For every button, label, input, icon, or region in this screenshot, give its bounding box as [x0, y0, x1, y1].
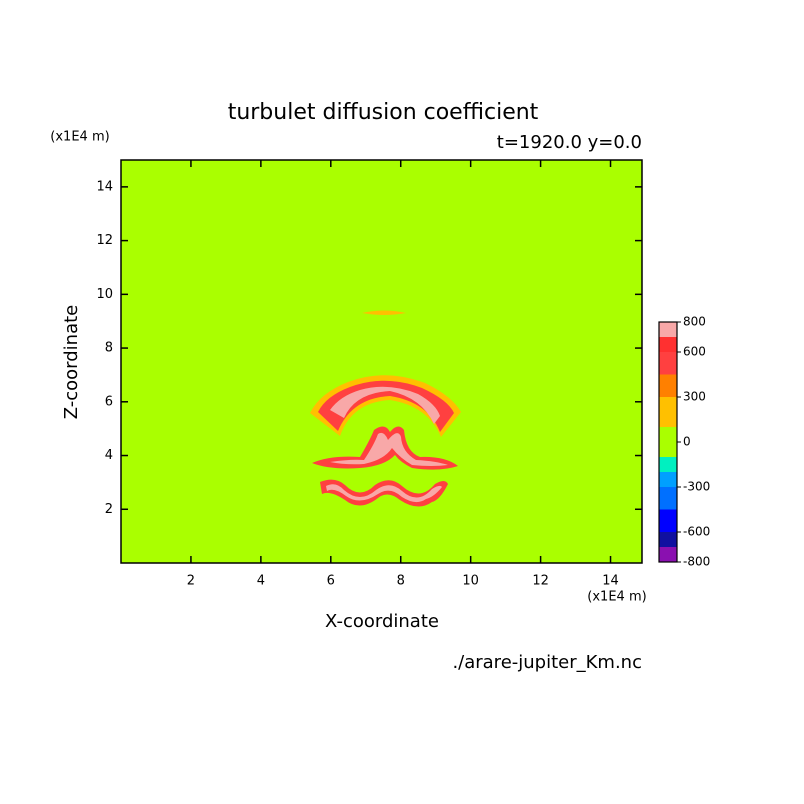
y-tick-label: 4	[105, 448, 113, 463]
plot-frame	[120, 159, 643, 564]
y-tick-label: 6	[105, 394, 113, 409]
colorbar-tick-label: -600	[683, 525, 710, 539]
x-tick-label: 2	[187, 574, 195, 589]
colorbar-band	[659, 457, 677, 472]
x-tick-label: 8	[397, 574, 405, 589]
colorbar-band	[659, 397, 677, 427]
colorbar-band	[659, 352, 677, 375]
y-unit: (x1E4 m)	[50, 130, 109, 145]
colorbar-band	[659, 532, 677, 547]
y-tick-label: 12	[96, 233, 113, 248]
colorbar-band	[659, 472, 677, 487]
x-tick-label: 10	[462, 574, 479, 589]
y-tick-label: 2	[105, 502, 113, 517]
x-unit: (x1E4 m)	[587, 590, 646, 605]
colorbar-band	[659, 509, 677, 532]
contour-region	[362, 310, 406, 315]
x-tick-label: 12	[532, 574, 549, 589]
colorbar-tick-label: 0	[683, 435, 691, 449]
plot-background	[121, 160, 642, 563]
colorbar-band	[659, 487, 677, 510]
colorbar-tick-label: 600	[683, 345, 706, 359]
colorbar-band	[659, 322, 677, 337]
contour-region	[326, 484, 442, 503]
contour-region	[330, 432, 448, 466]
colorbar-tick-label: -800	[683, 555, 710, 569]
colorbar-band	[659, 374, 677, 397]
colorbar-tick-label: -300	[683, 480, 710, 494]
x-tick-label: 6	[327, 574, 335, 589]
colorbar-band	[659, 337, 677, 352]
y-tick-label: 8	[105, 341, 113, 356]
y-tick-label: 10	[96, 287, 113, 302]
x-tick-label: 4	[257, 574, 265, 589]
y-tick-label: 14	[96, 179, 113, 194]
colorbar-band	[659, 547, 677, 562]
source-file: ./arare-jupiter_Km.nc	[452, 652, 642, 673]
contours	[310, 310, 461, 507]
colorbar-band	[659, 427, 677, 457]
contour-region	[330, 386, 440, 424]
colorbar-tick-label: 800	[683, 315, 706, 329]
colorbar-tick-label: 300	[683, 390, 706, 404]
x-tick-label: 14	[602, 574, 619, 589]
chart-title: turbulet diffusion coefficient	[228, 100, 539, 125]
y-axis-label: Z-coordinate	[61, 305, 82, 420]
x-axis-label: X-coordinate	[325, 611, 439, 632]
chart-subtitle: t=1920.0 y=0.0	[497, 132, 642, 153]
